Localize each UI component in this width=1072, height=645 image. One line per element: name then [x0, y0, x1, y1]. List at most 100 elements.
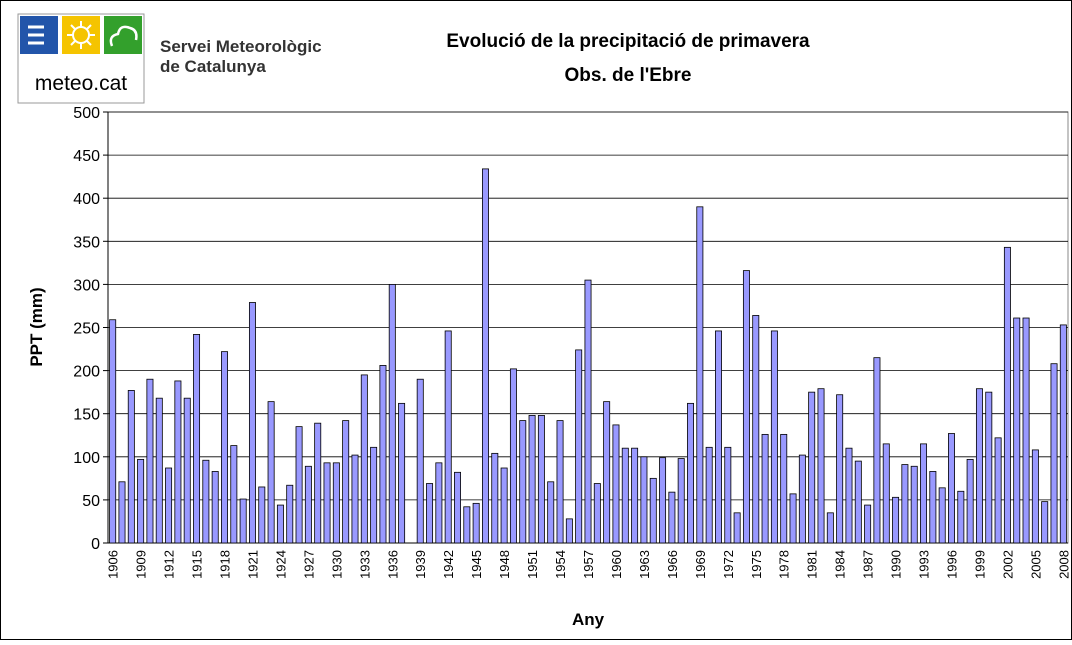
bar: [472, 502, 480, 544]
x-tick-label: 1984: [833, 550, 848, 579]
x-tick-label: 1966: [665, 550, 680, 579]
bar: [966, 458, 974, 544]
bar: [975, 388, 983, 544]
bar: [239, 498, 247, 544]
bar: [659, 457, 667, 544]
bar: [817, 388, 825, 544]
chart-title: Evolució de la precipitació de primavera: [446, 31, 810, 52]
x-tick-label: 1963: [637, 550, 652, 579]
bar: [295, 426, 303, 544]
bar: [677, 458, 685, 544]
bar: [481, 168, 489, 544]
bar: [193, 333, 201, 544]
bar: [528, 415, 536, 544]
y-axis-label: PPT (mm): [27, 287, 46, 366]
x-tick-label: 1948: [497, 550, 512, 579]
x-tick-label: 1960: [609, 550, 624, 579]
bar: [649, 477, 657, 544]
bar: [826, 512, 834, 544]
bar: [379, 365, 387, 544]
bar: [547, 481, 555, 544]
bar: [873, 357, 881, 544]
bar: [388, 283, 396, 544]
bar: [668, 491, 676, 544]
bar: [435, 462, 443, 544]
bar: [258, 486, 266, 544]
chart-subtitle: Obs. de l'Ebre: [565, 65, 692, 86]
bar: [1041, 501, 1049, 544]
bar: [248, 302, 256, 544]
bar: [444, 330, 452, 544]
bar: [174, 380, 182, 544]
y-tick-label: 250: [73, 321, 100, 338]
bar: [798, 454, 806, 544]
bar: [556, 420, 564, 544]
x-tick-label: 1990: [889, 550, 904, 579]
bar: [314, 422, 322, 544]
bar: [603, 401, 611, 544]
bar: [929, 471, 937, 544]
x-tick-label: 1927: [301, 550, 316, 579]
bar: [276, 504, 284, 544]
bar: [612, 424, 620, 544]
x-tick-label: 2005: [1028, 550, 1043, 579]
bar: [1050, 363, 1058, 544]
bar: [948, 433, 955, 544]
x-tick-label: 1939: [413, 550, 428, 579]
bar: [1059, 324, 1067, 544]
x-tick-label: 1942: [441, 550, 456, 579]
bar: [593, 483, 601, 544]
x-tick-label: 1978: [777, 550, 792, 579]
y-tick-label: 150: [73, 407, 100, 424]
bar: [640, 456, 648, 544]
bar: [221, 351, 228, 544]
bar: [370, 446, 378, 544]
y-tick-label: 500: [73, 105, 100, 122]
x-axis-label: Any: [572, 610, 605, 629]
bar: [1003, 246, 1011, 544]
bar: [118, 481, 126, 544]
y-tick-label: 100: [73, 450, 100, 467]
bar: [957, 490, 965, 544]
x-tick-label: 1918: [218, 550, 233, 579]
bar: [901, 464, 909, 544]
bar: [575, 349, 583, 544]
bar: [454, 471, 461, 544]
x-tick-label: 1969: [693, 550, 708, 579]
y-tick-label: 450: [73, 148, 100, 165]
bar: [127, 390, 135, 544]
bar: [1013, 317, 1021, 544]
y-tick-label: 400: [73, 191, 100, 208]
x-tick-label: 1915: [190, 550, 205, 579]
logo-text: meteo.cat: [35, 72, 127, 95]
y-tick-label: 200: [73, 364, 100, 381]
bar: [398, 402, 406, 544]
y-tick-label: 350: [73, 234, 100, 251]
x-tick-label: 2002: [1000, 550, 1015, 579]
bar: [836, 394, 844, 544]
bar: [360, 374, 368, 544]
bar: [155, 397, 163, 544]
x-tick-label: 1987: [861, 550, 876, 579]
bar: [808, 391, 816, 544]
bar: [780, 433, 788, 544]
bar: [892, 496, 900, 544]
bar: [351, 454, 359, 544]
y-tick-label: 300: [73, 277, 100, 294]
bar: [770, 330, 778, 544]
bar: [742, 270, 750, 544]
bar: [416, 378, 424, 544]
x-tick-label: 1936: [385, 550, 400, 579]
bar: [323, 462, 331, 544]
bar: [761, 433, 769, 544]
x-tick-label: 1996: [944, 550, 959, 579]
bar: [696, 206, 704, 544]
bar: [733, 512, 741, 544]
bar: [584, 279, 592, 544]
bar: [938, 487, 946, 544]
bar: [537, 415, 545, 544]
bar: [715, 330, 722, 544]
bar: [1031, 449, 1039, 544]
logo-cloud: [109, 25, 138, 47]
